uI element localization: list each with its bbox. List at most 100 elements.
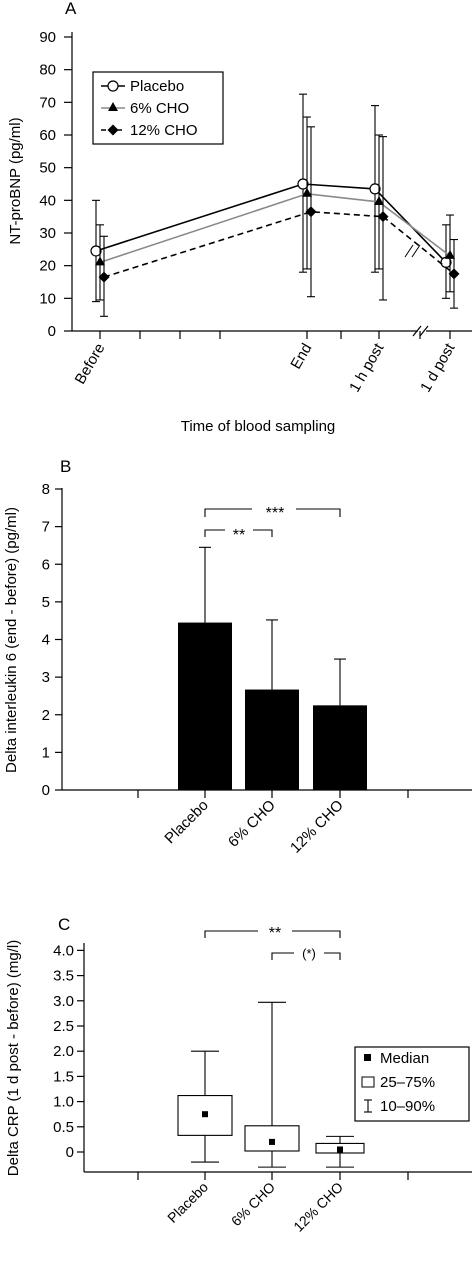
- y-tick-label: 40: [39, 192, 56, 209]
- legend-item-iqr: 25–75%: [361, 1074, 435, 1091]
- significance-bracket: **: [204, 925, 341, 942]
- legend-item-range: 10–90%: [364, 1098, 435, 1115]
- y-tick-label: 10: [39, 290, 56, 307]
- x-tick-label: 12% CHO: [287, 797, 347, 857]
- y-tick-label: 80: [39, 62, 56, 79]
- data-point: [98, 271, 110, 283]
- x-tick-label: 12% CHO: [290, 1179, 346, 1235]
- y-tick-label: 2: [42, 707, 50, 724]
- filled-triangle-marker-icon: [108, 102, 118, 111]
- y-tick-label: 6: [42, 556, 50, 573]
- data-point: [445, 249, 455, 259]
- bar: [313, 705, 367, 790]
- bar-group-12-cho: [313, 658, 367, 790]
- data-point: [448, 268, 460, 280]
- panel-b-label: B: [60, 457, 71, 476]
- y-tick-label: 3.5: [53, 968, 74, 985]
- panel-c-y-axis-label: Delta CRP (1 d post - before) (mg/l): [5, 940, 22, 1176]
- legend-item-12-cho: 12% CHO: [101, 122, 198, 139]
- data-point: [305, 206, 317, 218]
- data-point: [377, 211, 389, 223]
- x-tick-label: Before: [72, 341, 109, 388]
- x-tick-label: 1 d post: [417, 340, 459, 395]
- series-line: [378, 201, 451, 257]
- data-point: [95, 256, 105, 266]
- legend-label-iqr: 25–75%: [380, 1074, 435, 1091]
- series-line: [382, 216, 455, 275]
- panel-a-line-chart: A 0 10 20 30 40 50 60 70 80 90 Before End 1 h post 1…: [7, 0, 472, 435]
- y-tick-label: 2.0: [53, 1043, 74, 1060]
- panel-a-y-axis-label: NT-proBNP (pg/ml): [7, 117, 24, 244]
- y-tick-label: 1.5: [53, 1068, 74, 1085]
- y-tick-label: 8: [42, 481, 50, 498]
- data-point: [90, 245, 102, 257]
- significance-label: ***: [266, 505, 285, 522]
- open-box-icon: [361, 1076, 375, 1088]
- bracket-line: [253, 529, 273, 537]
- iqr-box: [244, 1125, 300, 1152]
- median-marker: [202, 1111, 208, 1118]
- significance-label: (*): [302, 946, 316, 961]
- y-tick-label: 70: [39, 94, 56, 111]
- whisker-icon: [364, 1099, 372, 1113]
- y-tick-label: 2.5: [53, 1018, 74, 1035]
- x-tick-label: 6% CHO: [228, 1179, 278, 1229]
- legend-label-12-cho: 12% CHO: [130, 122, 198, 139]
- significance-label: **: [233, 527, 245, 544]
- series-line: [103, 210, 384, 278]
- y-tick-label: 20: [39, 258, 56, 275]
- series-6-cho: [95, 116, 455, 301]
- y-tick-label: 4.0: [53, 942, 74, 959]
- panel-c-label: C: [58, 915, 70, 934]
- panel-a-legend: Placebo 6% CHO 12% CHO: [92, 71, 224, 145]
- series-12-cho: [98, 126, 460, 317]
- bracket-line: [292, 930, 341, 938]
- panel-c-legend: Median 25–75% 10–90%: [354, 1046, 470, 1122]
- y-tick-label: 60: [39, 127, 56, 144]
- y-tick-label: 90: [39, 29, 56, 46]
- bracket-line: [296, 508, 341, 517]
- open-circle-marker-icon: [107, 80, 119, 92]
- x-tick-label: Placebo: [161, 797, 211, 847]
- y-tick-label: 4: [42, 632, 50, 649]
- panel-a-x-axis: [72, 244, 472, 337]
- median-marker: [337, 1146, 343, 1153]
- panel-c-box-plot: C 0 0.5 1.0 1.5 2.0 2.5 3.0 3.5 4.0 Placebo 6% CH…: [5, 915, 472, 1235]
- box-6-cho: [244, 1001, 300, 1168]
- data-point: [302, 187, 312, 197]
- legend-item-placebo: Placebo: [101, 78, 184, 95]
- data-point: [297, 178, 309, 190]
- y-tick-label: 0: [66, 1144, 74, 1161]
- x-tick-label: 1 h post: [346, 340, 388, 395]
- legend-item-6-cho: 6% CHO: [101, 100, 189, 117]
- box-placebo: [177, 1050, 233, 1163]
- legend-item-median: Median: [364, 1050, 429, 1067]
- y-tick-label: 5: [42, 594, 50, 611]
- y-tick-label: 3.0: [53, 993, 74, 1010]
- bar-group-6-cho: [245, 619, 299, 790]
- y-tick-label: 1: [42, 744, 50, 761]
- x-tick-label: Placebo: [164, 1179, 211, 1226]
- x-tick-label: End: [287, 341, 315, 373]
- bracket-line: [204, 529, 225, 537]
- bracket-line: [204, 930, 258, 938]
- bar: [178, 622, 232, 790]
- y-tick-label: 7: [42, 519, 50, 536]
- legend-label-placebo: Placebo: [130, 78, 184, 95]
- median-square-icon: [364, 1054, 371, 1061]
- legend-label-median: Median: [380, 1050, 429, 1067]
- median-marker: [269, 1138, 275, 1145]
- y-tick-label: 30: [39, 225, 56, 242]
- bar-group-placebo: [178, 546, 232, 790]
- data-point: [374, 195, 384, 205]
- panel-a-x-axis-label: Time of blood sampling: [181, 418, 336, 435]
- filled-diamond-marker-icon: [107, 124, 119, 136]
- y-tick-label: 1.0: [53, 1094, 74, 1111]
- panel-b-y-axis-label: Delta interleukin 6 (end - before) (pg/m…: [3, 507, 20, 773]
- y-tick-label: 0: [42, 782, 50, 799]
- legend-label-6-cho: 6% CHO: [130, 100, 189, 117]
- significance-bracket: ***: [204, 505, 341, 522]
- bracket-line: [271, 952, 294, 960]
- significance-label: **: [269, 925, 281, 942]
- y-tick-label: 3: [42, 669, 50, 686]
